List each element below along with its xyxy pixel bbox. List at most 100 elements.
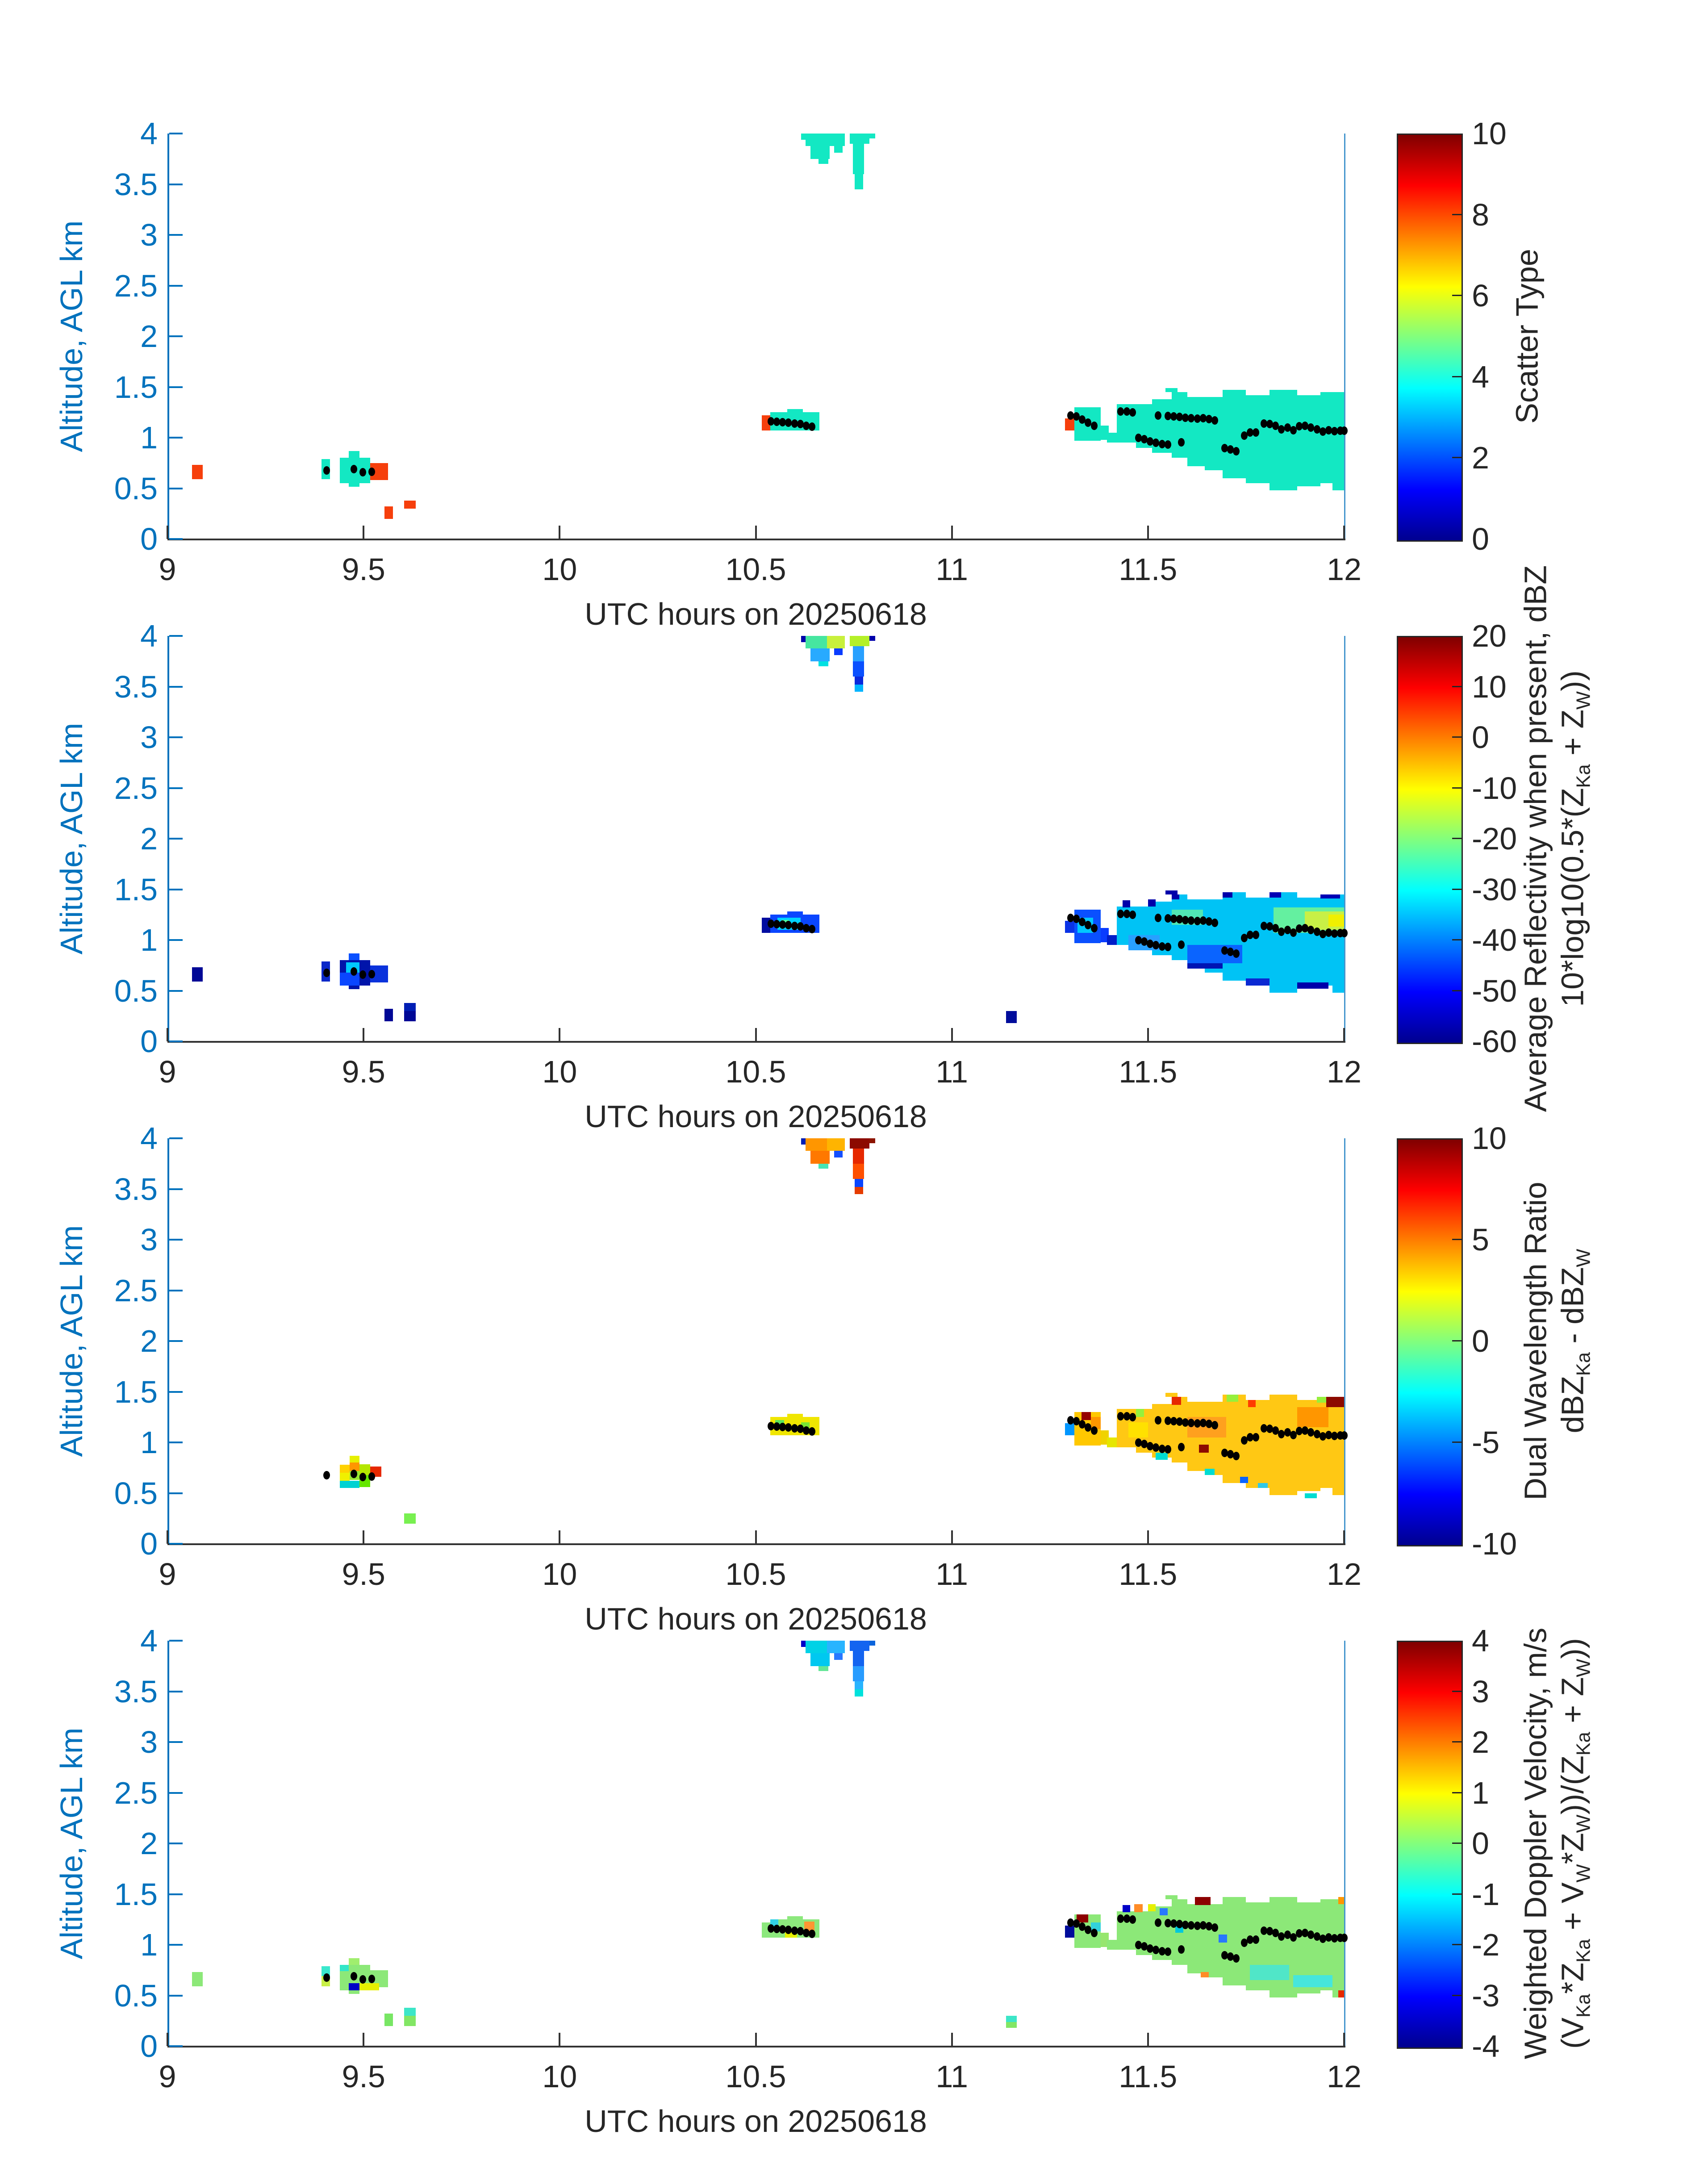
peak-height-dot xyxy=(785,418,792,427)
heatmap-cell xyxy=(850,1641,870,1651)
x-axis-label: UTC hours on 20250618 xyxy=(585,1099,927,1134)
heatmap-cell xyxy=(1116,404,1136,443)
heatmap-cell xyxy=(1122,900,1131,908)
peak-height-dot xyxy=(1199,414,1207,422)
colorbar-tick-label: 3 xyxy=(1472,1674,1489,1709)
heatmap-cell xyxy=(1297,897,1321,989)
peak-height-dot xyxy=(1090,923,1098,932)
x-tick-label: 12 xyxy=(1327,1557,1361,1592)
heatmap-cell xyxy=(806,636,827,649)
colorbar-tick xyxy=(1452,787,1462,789)
y-tick-label: 3.5 xyxy=(114,669,158,704)
peak-height-dot xyxy=(1325,928,1332,937)
heatmap-cell xyxy=(1187,899,1205,969)
heatmap-cell xyxy=(777,918,801,930)
x-tick-label: 12 xyxy=(1327,552,1361,587)
heatmap-cell xyxy=(340,458,371,484)
peak-height-dot xyxy=(1153,439,1160,447)
heatmap-cell xyxy=(1107,432,1118,443)
peak-height-dot xyxy=(1278,1932,1285,1941)
heatmap-cell xyxy=(1248,1400,1256,1407)
x-tick-label: 11.5 xyxy=(1119,1557,1178,1592)
y-tick xyxy=(169,1640,183,1642)
peak-height-dot xyxy=(1123,909,1130,918)
heatmap-cell xyxy=(192,465,203,480)
heatmap-cell xyxy=(1101,425,1109,440)
x-tick xyxy=(363,1028,365,1041)
x-tick-label: 10 xyxy=(542,1054,577,1089)
peak-height-dot xyxy=(1211,919,1219,928)
y-tick-label: 2 xyxy=(140,1324,158,1358)
peak-height-dot xyxy=(1141,937,1148,946)
heatmap-cell xyxy=(1246,978,1270,986)
peak-height-dot xyxy=(1164,942,1171,951)
x-tick-label: 9.5 xyxy=(342,2059,385,2094)
peak-height-dot xyxy=(1272,923,1279,932)
heatmap-cell xyxy=(1332,1990,1344,1998)
heatmap-cell xyxy=(810,1653,830,1666)
colorbar-tick xyxy=(1452,1893,1462,1895)
heatmap-cell xyxy=(1332,1488,1344,1496)
y-tick xyxy=(169,990,183,992)
peak-height-dot xyxy=(1325,426,1332,435)
colorbar-tick xyxy=(1452,1690,1462,1692)
heatmap-cell xyxy=(1222,892,1246,981)
heatmap-cell xyxy=(869,1641,876,1646)
peak-height-dot xyxy=(351,1972,358,1981)
y-tick xyxy=(169,939,183,941)
peak-height-dot xyxy=(1194,1419,1201,1428)
heatmap-cell xyxy=(787,409,803,413)
peak-height-dot xyxy=(1227,445,1234,454)
heatmap-cell xyxy=(1246,395,1270,484)
peak-height-dot xyxy=(1266,1927,1274,1936)
y-tick xyxy=(169,1442,183,1443)
heatmap-cell xyxy=(404,2007,416,2016)
heatmap-cell xyxy=(1152,399,1172,453)
peak-height-dot xyxy=(779,1422,786,1431)
peak-height-dot xyxy=(1188,916,1195,925)
y-tick xyxy=(169,685,183,688)
x-tick xyxy=(559,1530,561,1544)
heatmap-cell xyxy=(1171,1899,1187,1965)
y-tick-label: 4 xyxy=(140,116,158,151)
heatmap-cell xyxy=(1065,1423,1074,1436)
peak-height-dot xyxy=(1199,916,1207,925)
colorbar-tick-label: 4 xyxy=(1472,359,1489,394)
heatmap-cell xyxy=(850,134,870,144)
peak-height-dot xyxy=(1205,1420,1212,1428)
y-tick xyxy=(169,838,183,840)
heatmap-cell xyxy=(1187,962,1223,969)
peak-height-dot xyxy=(767,417,774,426)
heatmap-cell xyxy=(404,1011,416,1021)
y-tick xyxy=(169,234,183,236)
peak-height-dot xyxy=(779,418,786,426)
peak-height-dot xyxy=(1085,1925,1092,1934)
heatmap-cell xyxy=(1160,1908,1168,1916)
peak-height-dot xyxy=(1253,1935,1260,1944)
heatmap-cell xyxy=(869,1138,876,1144)
peak-height-dot xyxy=(323,466,330,475)
peak-height-dot xyxy=(1284,926,1291,935)
peak-height-dot xyxy=(1090,1928,1098,1937)
colorbar-tick-label: -60 xyxy=(1472,1024,1517,1059)
heatmap-cell xyxy=(1205,1469,1215,1475)
peak-height-dot xyxy=(1278,425,1285,434)
heatmap-cell xyxy=(340,972,360,986)
y-tick xyxy=(169,1340,183,1342)
y-tick xyxy=(169,635,183,637)
heatmap-cell xyxy=(804,1921,815,1932)
colorbar-tick-label: 0 xyxy=(1472,522,1489,556)
heatmap-cell xyxy=(854,174,864,182)
peak-height-dot xyxy=(1067,1416,1074,1425)
peak-height-dot xyxy=(1284,1428,1291,1437)
peak-height-dot xyxy=(1176,915,1183,924)
x-tick-label: 10 xyxy=(542,1557,577,1592)
heatmap-cell xyxy=(810,648,830,661)
heatmap-cell xyxy=(350,1471,360,1480)
heatmap-cell xyxy=(819,159,828,164)
peak-height-dot xyxy=(1199,1921,1207,1930)
peak-height-dot xyxy=(1067,411,1074,420)
colorbar-tick-label: 2 xyxy=(1472,440,1489,476)
x-axis-spine xyxy=(167,1041,1345,1043)
